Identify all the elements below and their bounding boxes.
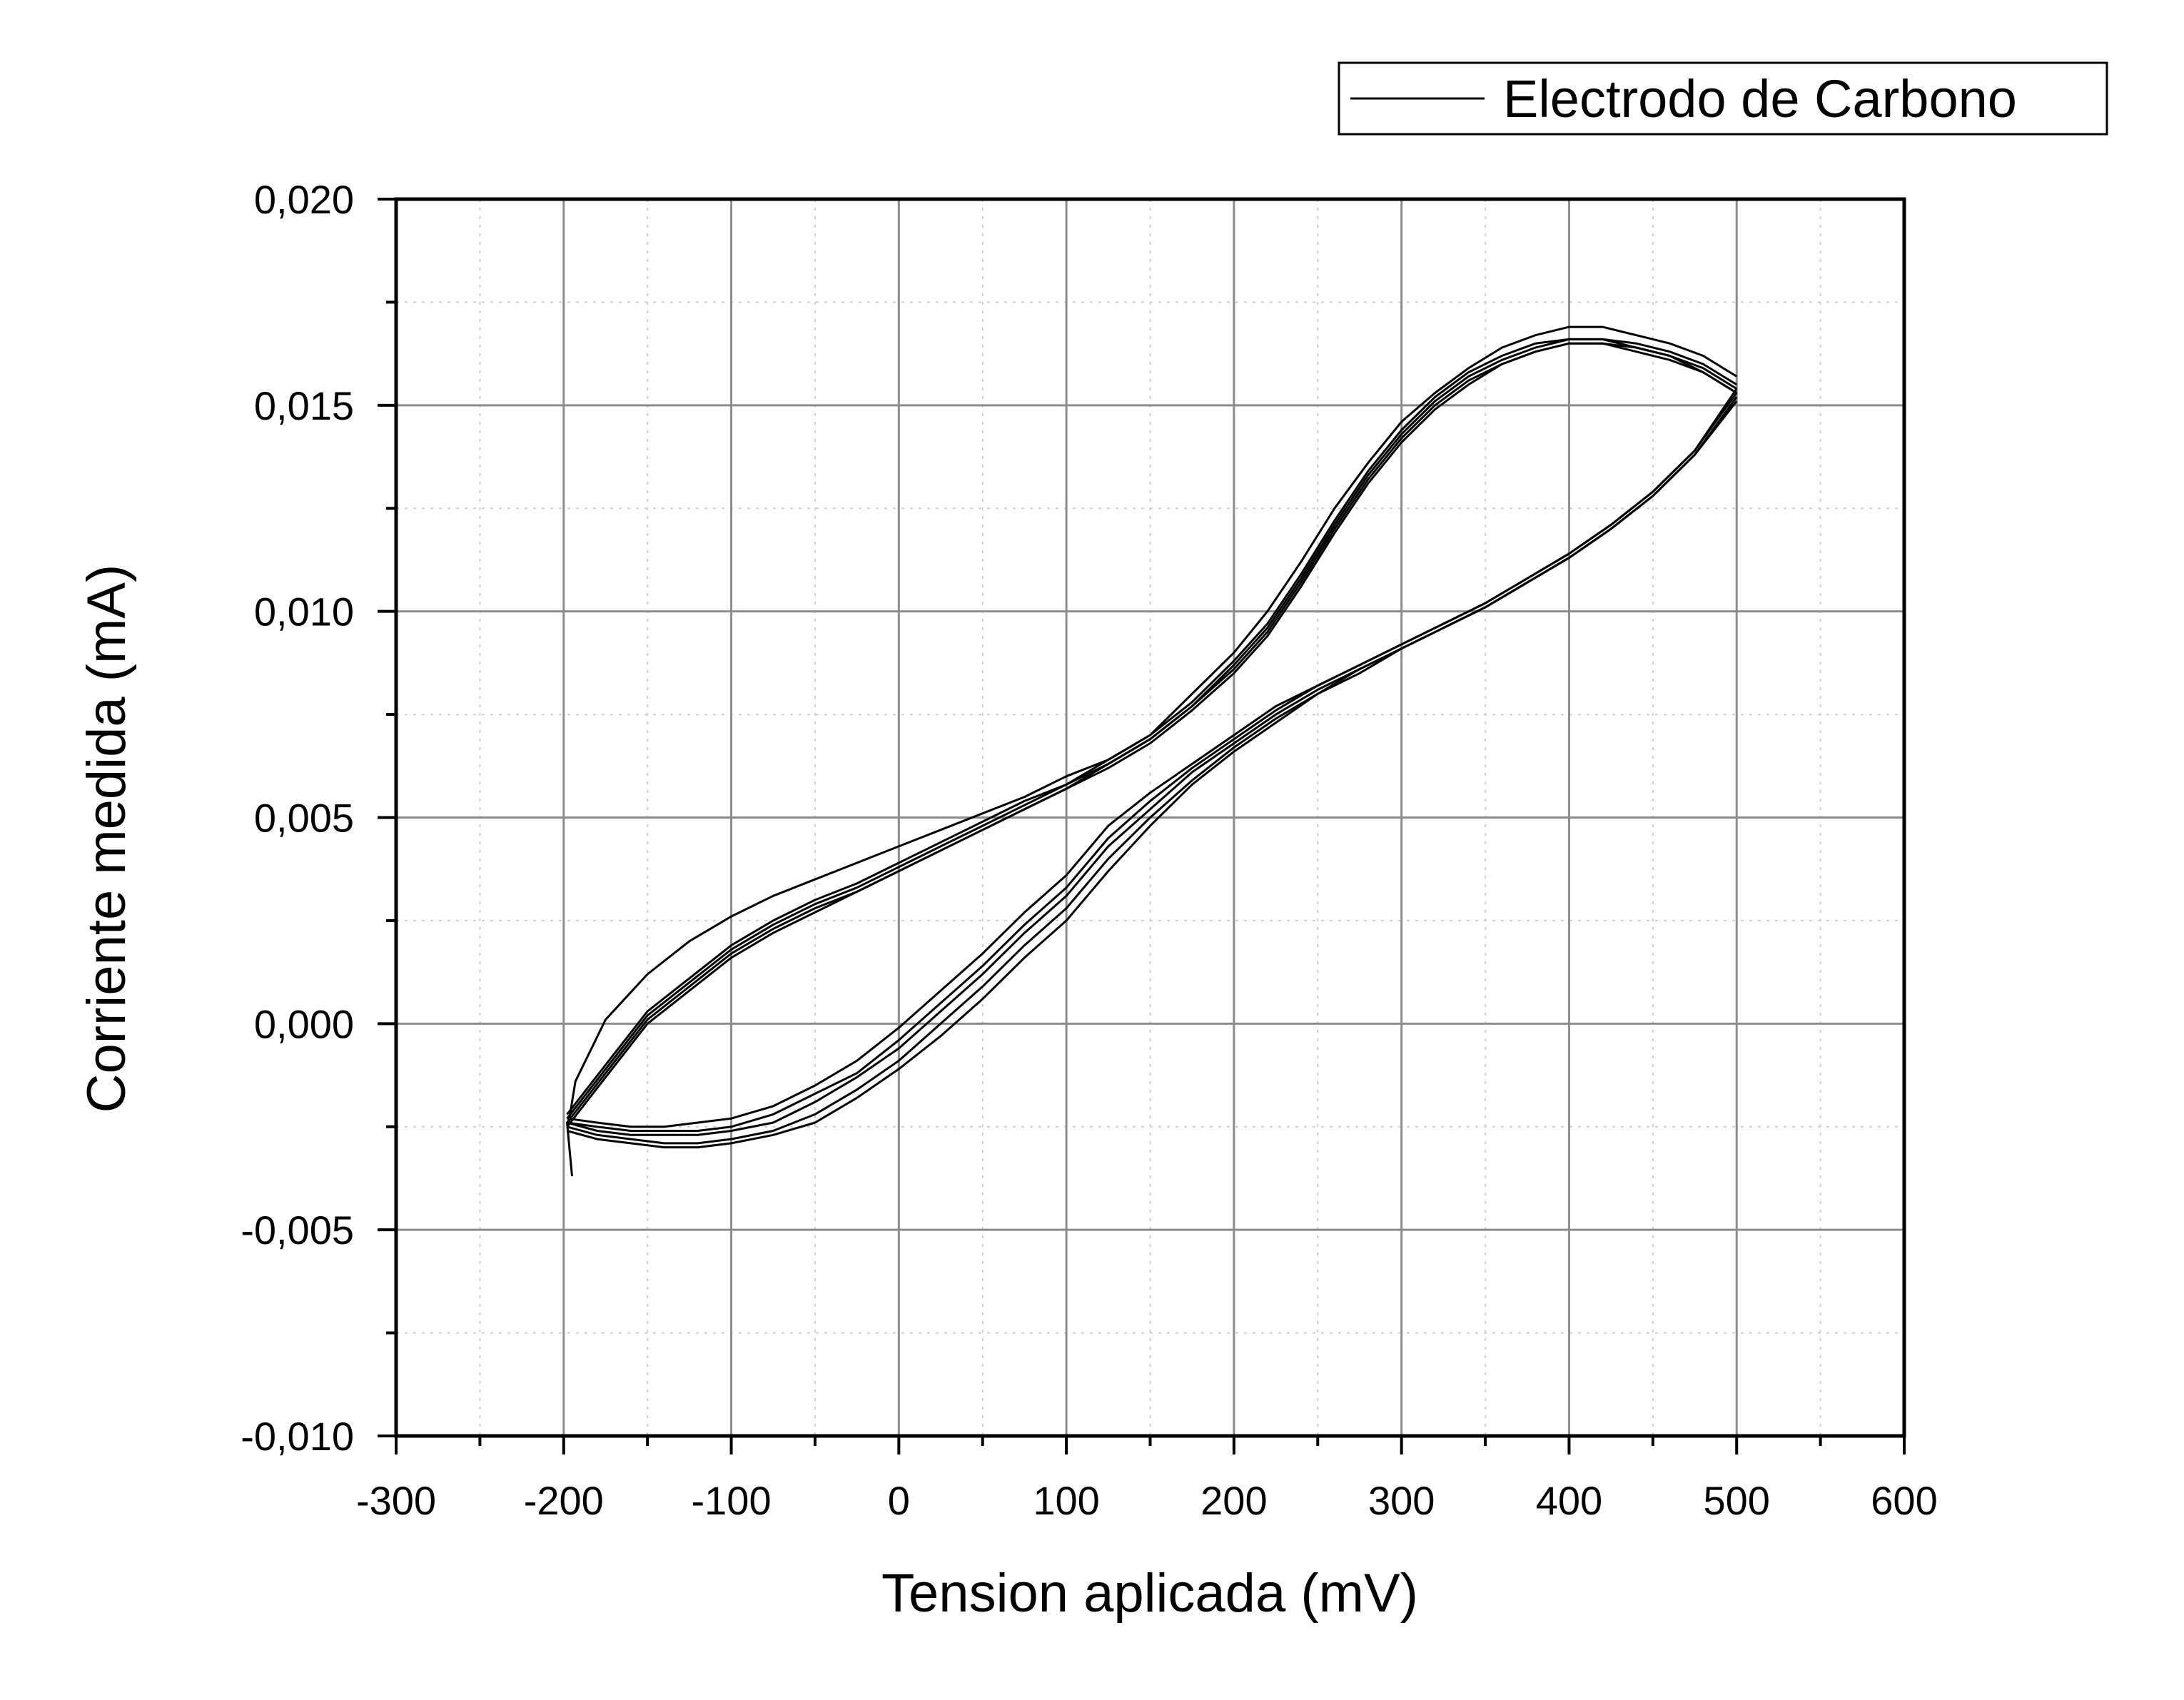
major-gridlines [396,199,1904,1436]
x-tick-label: 400 [1536,1478,1602,1523]
x-tick-label: 600 [1871,1478,1937,1523]
legend: Electrodo de Carbono [1338,61,2108,136]
x-tick-label: -100 [692,1478,772,1523]
x-tick-label: -300 [356,1478,436,1523]
series-line-forward [567,392,1738,1128]
x-tick-label: 100 [1033,1478,1099,1523]
x-axis-title: Tension aplicada (mV) [881,1563,1418,1624]
series-layer [566,325,1738,1177]
axis-ticks [378,198,1906,1454]
x-tick-labels: -300 -200 -100 0 100 200 300 400 500 600 [356,1478,1938,1523]
y-tick-labels: -0,010 -0,005 0,000 0,005 0,010 0,015 0,020 [241,177,354,1459]
y-tick-label: 0,000 [254,1001,354,1046]
y-tick-label: 0,005 [254,796,354,841]
series-line-reverse [567,325,1737,1123]
x-tick-label: 300 [1368,1478,1435,1523]
series-line-reverse [566,342,1737,1128]
x-tick-label: -200 [524,1478,604,1523]
y-tick-label: -0,010 [241,1414,354,1459]
y-tick-label: 0,015 [254,383,354,428]
x-tick-label: 0 [888,1478,910,1523]
y-axis-title: Corriente medida (mA) [76,565,137,1113]
series-line-forward [567,400,1738,1149]
y-tick-label: -0,005 [241,1208,354,1253]
y-tick-label: 0,010 [254,590,354,634]
y-tick-label: 0,020 [254,177,354,222]
x-tick-label: 500 [1704,1478,1770,1523]
legend-label: Electrodo de Carbono [1503,69,2017,128]
x-tick-label: 200 [1200,1478,1267,1523]
series-line-reverse [566,338,1737,1120]
